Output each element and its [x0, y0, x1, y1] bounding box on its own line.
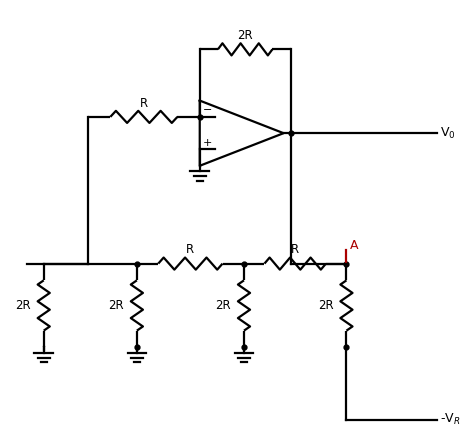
Text: 2R: 2R — [318, 299, 333, 312]
Text: R: R — [186, 243, 194, 256]
Text: 2R: 2R — [237, 30, 253, 43]
Text: 2R: 2R — [215, 299, 231, 312]
Text: R: R — [291, 243, 299, 256]
Text: −: − — [202, 105, 212, 115]
Text: 2R: 2R — [108, 299, 124, 312]
Text: 2R: 2R — [15, 299, 31, 312]
Text: V$_0$: V$_0$ — [439, 125, 455, 141]
Text: -V$_R$: -V$_R$ — [439, 412, 460, 427]
Text: A: A — [350, 239, 359, 252]
Text: +: + — [202, 138, 212, 148]
Text: R: R — [140, 97, 148, 110]
